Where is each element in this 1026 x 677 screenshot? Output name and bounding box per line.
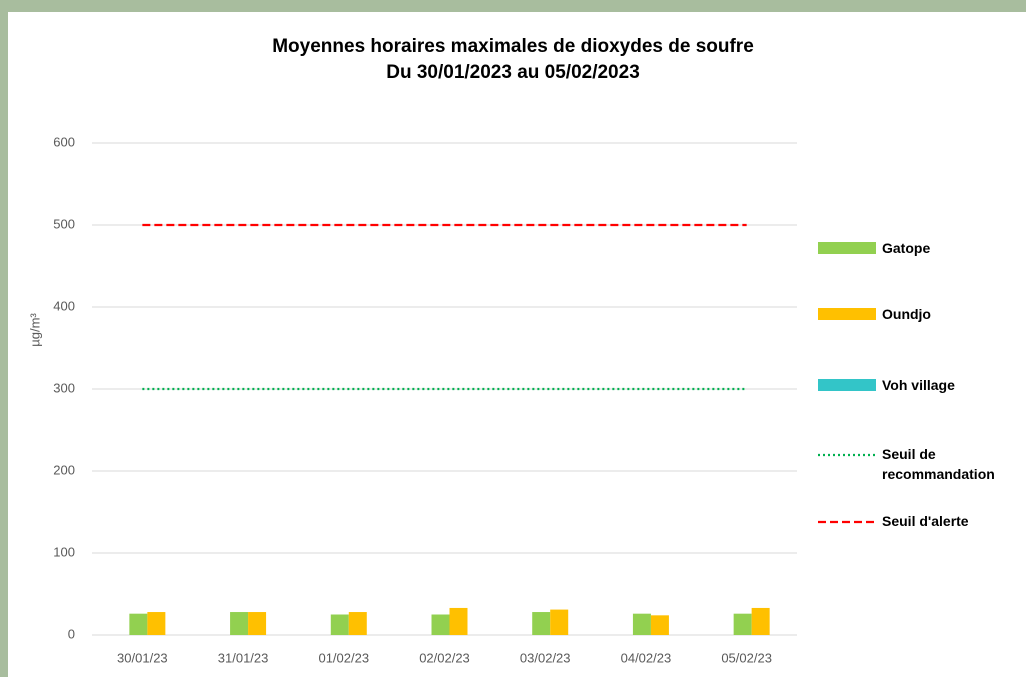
x-tick-label: 01/02/23: [318, 650, 369, 665]
legend-label: Oundjo: [882, 306, 931, 322]
bar: [230, 612, 249, 635]
bar: [449, 607, 468, 635]
bar: [348, 612, 367, 635]
y-tick-label: 100: [53, 544, 75, 559]
legend-item: Voh village: [818, 377, 1026, 395]
y-tick-label: 200: [53, 462, 75, 477]
bar: [248, 612, 267, 635]
legend-item: Gatope: [818, 240, 1026, 258]
bar: [532, 612, 551, 635]
legend-swatch: [818, 308, 876, 320]
y-tick-label: 0: [68, 626, 75, 641]
chart-subtitle: Du 30/01/2023 au 05/02/2023: [386, 62, 640, 83]
y-tick-label: 400: [53, 298, 75, 313]
bar: [650, 615, 669, 635]
legend-swatch: [818, 515, 876, 527]
bar: [431, 614, 450, 635]
y-tick-label: 600: [53, 134, 75, 149]
x-tick-label: 31/01/23: [218, 650, 269, 665]
legend-item: Seuil d'alerte: [818, 513, 1026, 531]
legend-swatch: [818, 379, 876, 391]
legend-swatch: [818, 242, 876, 254]
bar: [129, 613, 148, 635]
legend-label: Seuil d'alerte: [882, 513, 969, 529]
bar: [330, 614, 349, 635]
x-tick-label: 30/01/23: [117, 650, 168, 665]
legend-item: Oundjo: [818, 306, 1026, 324]
bar: [550, 609, 569, 635]
x-tick-label: 03/02/23: [520, 650, 571, 665]
x-tick-label: 02/02/23: [419, 650, 470, 665]
y-tick-label: 300: [53, 380, 75, 395]
y-tick-label: 500: [53, 216, 75, 231]
bar: [733, 613, 752, 635]
legend-swatch: [818, 448, 876, 460]
bar: [147, 612, 166, 635]
x-tick-label: 05/02/23: [721, 650, 772, 665]
chart: Moyennes horaires maximales de dioxydes …: [27, 36, 797, 665]
chart-title: Moyennes horaires maximales de dioxydes …: [272, 36, 754, 57]
legend-item: Seuil de recommandation: [818, 446, 1026, 484]
bar: [751, 607, 770, 635]
chart-card: Moyennes horaires maximales de dioxydes …: [8, 12, 1026, 677]
x-tick-label: 04/02/23: [621, 650, 672, 665]
legend-label: Voh village: [882, 377, 955, 393]
legend-label: Seuil de recommandation: [882, 446, 995, 482]
legend-label: Gatope: [882, 240, 931, 256]
bar: [632, 613, 651, 635]
y-axis-label: µg/m³: [27, 313, 42, 347]
